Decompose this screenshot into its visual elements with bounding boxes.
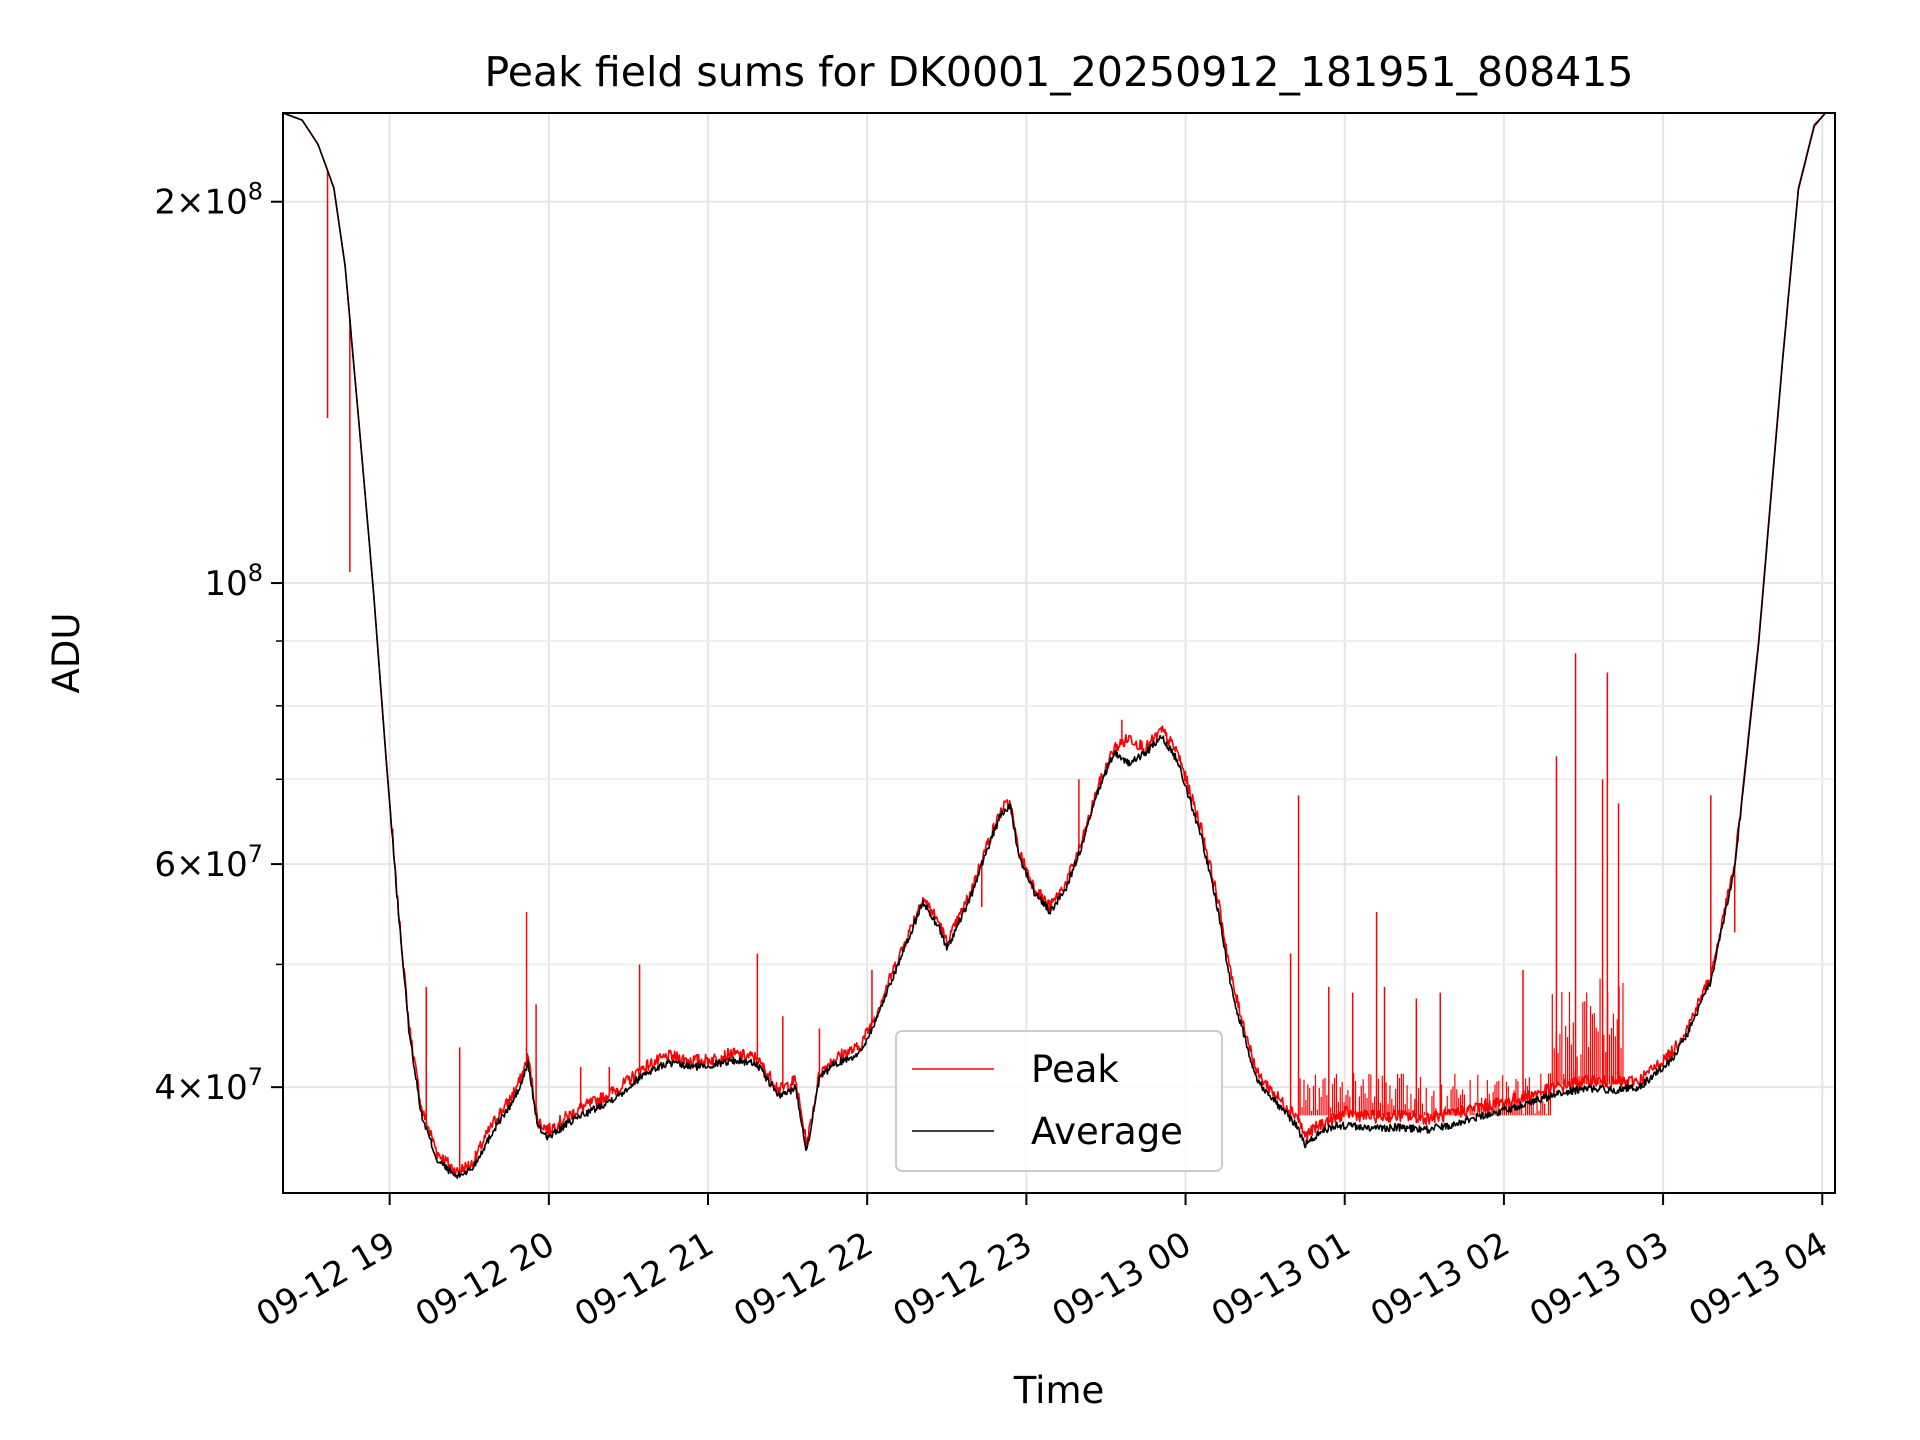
y-axis-label: ADU <box>45 613 88 694</box>
x-tick-label: 09-13 02 <box>1364 1224 1516 1335</box>
x-axis-label: Time <box>1013 1369 1105 1412</box>
x-tick-label: 09-12 21 <box>568 1224 720 1335</box>
legend: Peak Average <box>895 1030 1223 1172</box>
legend-peak-label: Peak <box>1031 1048 1119 1091</box>
average-series-line <box>283 113 1827 1179</box>
series-layer <box>283 113 1827 1179</box>
x-tick-label: 09-12 22 <box>727 1224 879 1335</box>
plot-frame <box>282 112 1836 1194</box>
y-tick-label: 108 <box>204 559 263 604</box>
x-tick-label: 09-13 04 <box>1682 1224 1834 1335</box>
legend-box <box>895 1030 1223 1172</box>
x-tick-label: 09-13 01 <box>1205 1224 1357 1335</box>
x-tick-label: 09-13 00 <box>1046 1224 1198 1335</box>
x-tick-label: 09-12 23 <box>886 1224 1038 1335</box>
y-tick-label: 2×108 <box>154 178 263 223</box>
x-tick-label: 09-13 03 <box>1523 1224 1675 1335</box>
x-tick-label: 09-12 19 <box>250 1224 402 1335</box>
y-tick-label: 6×107 <box>154 840 263 885</box>
x-tick-label: 09-12 20 <box>409 1224 561 1335</box>
chart-title: Peak field sums for DK0001_20250912_1819… <box>485 48 1634 96</box>
legend-average-label: Average <box>1031 1110 1183 1153</box>
y-tick-label: 4×107 <box>154 1063 263 1108</box>
peak-series-line <box>283 113 1827 1178</box>
